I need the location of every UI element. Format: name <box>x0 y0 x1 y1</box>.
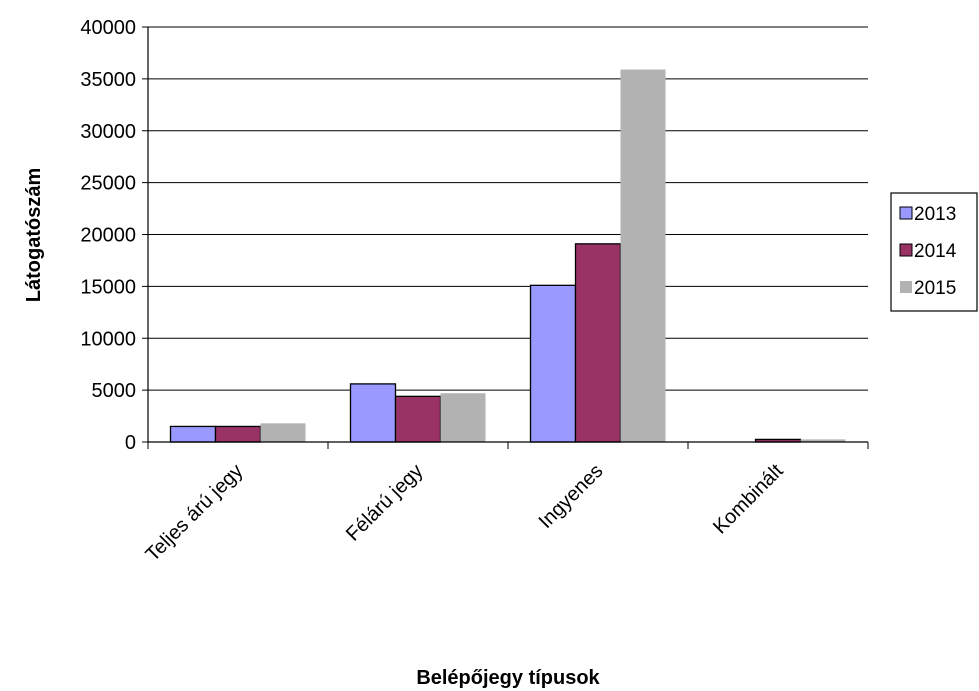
bar-2015-2 <box>620 69 666 442</box>
x-tick-label: Teljes árú jegy <box>142 460 248 566</box>
bar-2014-2 <box>574 243 622 443</box>
y-tick-labels: 0 5000 10000 15000 20000 25000 30000 35000 40000 <box>80 17 148 454</box>
bars <box>169 69 846 443</box>
grid-lines <box>148 26 868 391</box>
y-tick-label: 25000 <box>80 173 136 195</box>
bar-2014-1 <box>394 395 442 443</box>
y-tick-label: 35000 <box>80 69 136 91</box>
legend-label-2015: 2015 <box>914 278 956 299</box>
y-tick-label: 0 <box>125 432 136 454</box>
x-tick-label: Félárú jegy <box>342 460 428 546</box>
y-axis-title: Látogatószám <box>23 168 45 302</box>
legend-swatch-2013 <box>899 206 913 220</box>
y-tick-label: 40000 <box>80 17 136 39</box>
y-tick-label: 15000 <box>80 276 136 298</box>
bar-2015-0 <box>260 423 306 442</box>
x-tick-label: Kombinált <box>709 460 788 539</box>
bar-2013-0 <box>169 425 217 443</box>
bar-2013-1 <box>349 383 397 443</box>
bar-2015-1 <box>440 393 486 442</box>
legend-swatch-2014 <box>899 243 913 257</box>
x-tick-labels: Teljes árú jegy Félárú jegy Ingyenes Kombin… <box>142 442 869 566</box>
legend: 2013 2014 2015 <box>890 192 978 312</box>
y-tick-label: 10000 <box>80 328 136 350</box>
legend-label-2013: 2013 <box>914 204 956 225</box>
bar-2015-3 <box>800 439 846 442</box>
legend-label-2014: 2014 <box>914 241 957 262</box>
legend-swatch-2015 <box>900 281 912 293</box>
x-axis-title: Belépőjegy típusok <box>416 667 600 689</box>
bar-2013-2 <box>529 284 577 443</box>
y-tick-label: 30000 <box>80 121 136 143</box>
bar-2014-0 <box>214 425 262 443</box>
y-tick-label: 5000 <box>92 380 137 402</box>
x-tick-label: Ingyenes <box>535 460 608 533</box>
y-tick-label: 20000 <box>80 225 136 247</box>
